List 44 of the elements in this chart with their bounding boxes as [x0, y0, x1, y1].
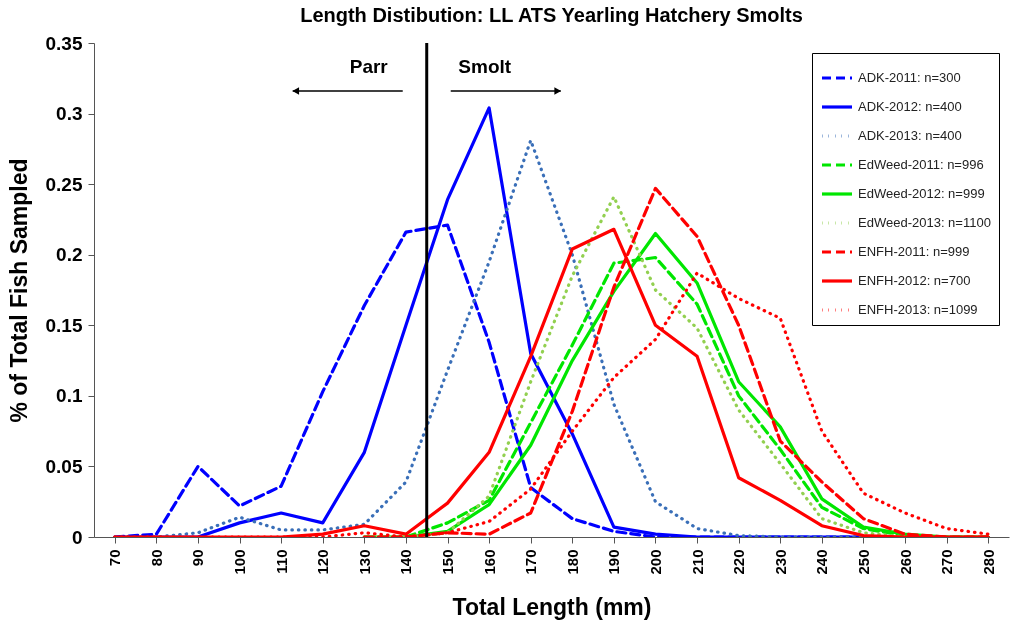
x-tick-label: 220: [730, 549, 748, 575]
y-tick-label: 0.15: [45, 314, 83, 336]
x-tick-label: 150: [439, 549, 457, 575]
legend-label: EdWeed-2012: n=999: [858, 186, 985, 201]
legend-label: ENFH-2011: n=999: [858, 244, 970, 259]
x-tick-label: 100: [231, 549, 249, 575]
x-tick-label: 280: [979, 549, 997, 575]
x-tick-label: 130: [355, 549, 373, 575]
y-tick-label: 0.05: [45, 455, 83, 477]
x-tick-label: 110: [272, 549, 290, 574]
y-axis-title: % of Total Fish Sampled: [5, 158, 32, 423]
legend-label: ENFH-2012: n=700: [858, 273, 971, 288]
legend-label: ADK-2012: n=400: [858, 99, 962, 114]
x-tick-label: 230: [771, 549, 789, 575]
y-tick-label: 0: [71, 526, 83, 548]
annotation: Smolt: [458, 56, 512, 77]
x-tick-label: 200: [646, 549, 664, 575]
x-tick-label: 250: [854, 549, 872, 575]
x-tick-label: 90: [189, 549, 207, 567]
y-tick-label: 0.3: [56, 103, 83, 125]
legend-label: EdWeed-2013: n=1100: [858, 215, 991, 230]
x-tick-label: 80: [147, 549, 165, 567]
x-tick-label: 180: [563, 549, 581, 575]
chart-title: Length Distibution: LL ATS Yearling Hatchery Smolts: [300, 4, 803, 26]
x-tick-label: 260: [896, 549, 914, 575]
x-tick-label: 70: [106, 549, 124, 567]
legend-label: ENFH-2013: n=1099: [858, 302, 978, 317]
y-tick-label: 0.1: [56, 385, 83, 407]
annotation: Parr: [349, 56, 389, 77]
x-tick-label: 170: [522, 549, 540, 575]
x-tick-label: 190: [605, 549, 623, 575]
legend-label: ADK-2013: n=400: [858, 128, 962, 143]
legend-label: ADK-2011: n=300: [858, 70, 961, 85]
x-tick-label: 270: [938, 549, 956, 575]
x-tick-label: 240: [813, 549, 831, 575]
x-axis-title: Total Length (mm): [452, 593, 652, 620]
x-tick-label: 140: [397, 549, 415, 575]
x-tick-label: 120: [314, 549, 332, 575]
legend-label: EdWeed-2011: n=996: [858, 157, 984, 172]
y-tick-label: 0.2: [56, 244, 83, 266]
y-tick-label: 0.35: [45, 32, 83, 54]
x-tick-label: 160: [480, 549, 498, 575]
x-tick-label: 210: [688, 549, 706, 575]
y-tick-label: 0.25: [45, 173, 83, 195]
